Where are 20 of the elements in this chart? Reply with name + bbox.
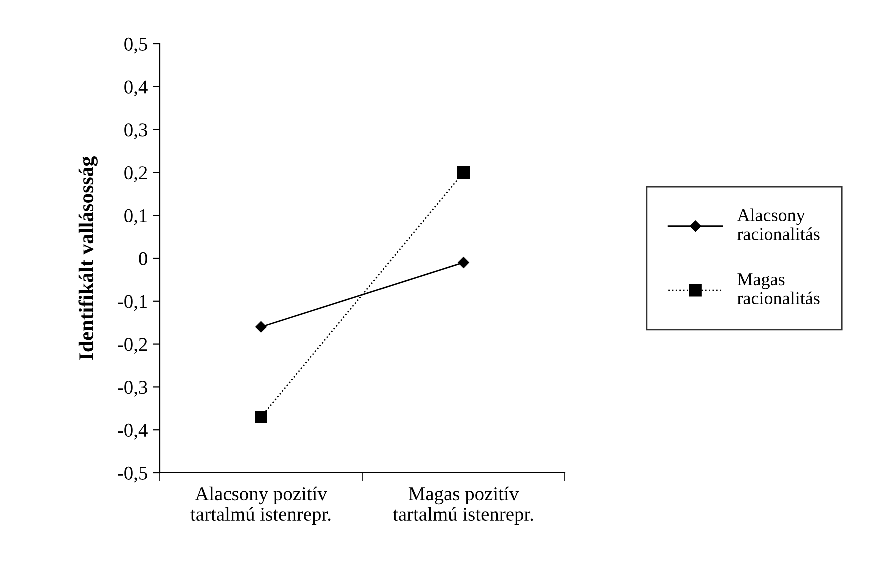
legend-label: Alacsony racionalitás	[737, 208, 820, 240]
point	[255, 410, 268, 424]
x-tick-label: Alacsony pozitív tartalmú istenrepr.	[190, 486, 331, 525]
x-tick-label: Magas pozitív tartalmú istenrepr.	[393, 486, 534, 525]
y-tick-label: -0,3	[118, 381, 148, 397]
y-tick-label: -0,2	[118, 338, 148, 354]
y-tick-label: -0,5	[118, 466, 148, 483]
y-tick-label: 0,2	[124, 166, 148, 182]
y-tick-label: 0,5	[124, 38, 148, 54]
y-axis-title: Identifikált vallásosság	[78, 156, 98, 360]
legend-label: Magas racionalitás	[738, 274, 820, 305]
y-tick-label: 0,1	[124, 209, 148, 226]
y-tick-label: -0,1	[118, 295, 148, 312]
point	[458, 257, 470, 268]
y-tick-label: -0,4	[118, 424, 148, 440]
y-tick-label: 0,4	[124, 80, 148, 97]
y-tick-label: 0	[139, 252, 148, 266]
point	[256, 322, 267, 333]
point	[458, 166, 470, 179]
y-tick-label: 0,3	[124, 124, 148, 140]
